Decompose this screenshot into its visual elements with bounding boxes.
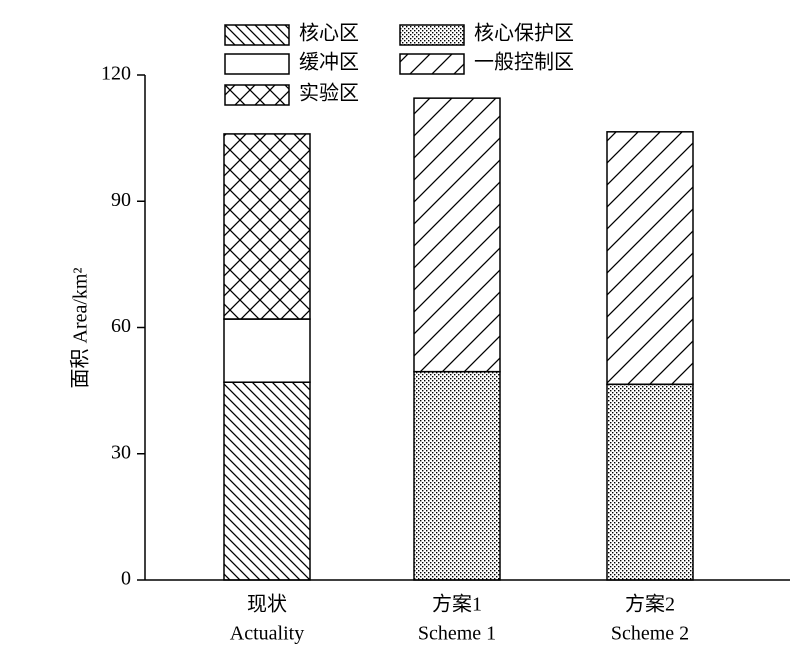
legend-label: 实验区 bbox=[299, 82, 359, 105]
legend-swatch bbox=[224, 53, 290, 75]
legend-swatch bbox=[399, 24, 465, 46]
y-tick-label: 120 bbox=[101, 63, 131, 85]
bar-segment bbox=[606, 131, 694, 386]
y-axis-label: 面积 Area/km² bbox=[69, 268, 92, 389]
bar-segment bbox=[223, 133, 311, 320]
legend-label: 核心保护区 bbox=[474, 22, 574, 45]
y-tick-label: 30 bbox=[111, 441, 131, 463]
x-tick-label: Actuality bbox=[230, 623, 304, 645]
bar-segment bbox=[413, 370, 501, 581]
x-tick-label: Scheme 2 bbox=[611, 623, 689, 645]
bar-segment bbox=[223, 318, 311, 383]
y-tick-label: 90 bbox=[111, 189, 131, 211]
legend-swatch bbox=[224, 24, 290, 46]
x-tick-label: 现状 bbox=[247, 593, 287, 616]
legend-swatch bbox=[399, 53, 465, 75]
x-tick-label: Scheme 1 bbox=[418, 623, 496, 645]
legend-label: 缓冲区 bbox=[299, 51, 359, 74]
legend-label: 核心区 bbox=[299, 22, 359, 45]
x-tick-label: 方案2 bbox=[625, 593, 675, 616]
bar-segment bbox=[606, 383, 694, 581]
bar-segment bbox=[223, 381, 311, 581]
legend-label: 一般控制区 bbox=[474, 51, 574, 74]
legend-swatch bbox=[224, 84, 290, 106]
y-tick-label: 60 bbox=[111, 315, 131, 337]
y-tick-label: 0 bbox=[121, 568, 131, 590]
bar-segment bbox=[413, 97, 501, 373]
x-tick-label: 方案1 bbox=[432, 593, 482, 616]
